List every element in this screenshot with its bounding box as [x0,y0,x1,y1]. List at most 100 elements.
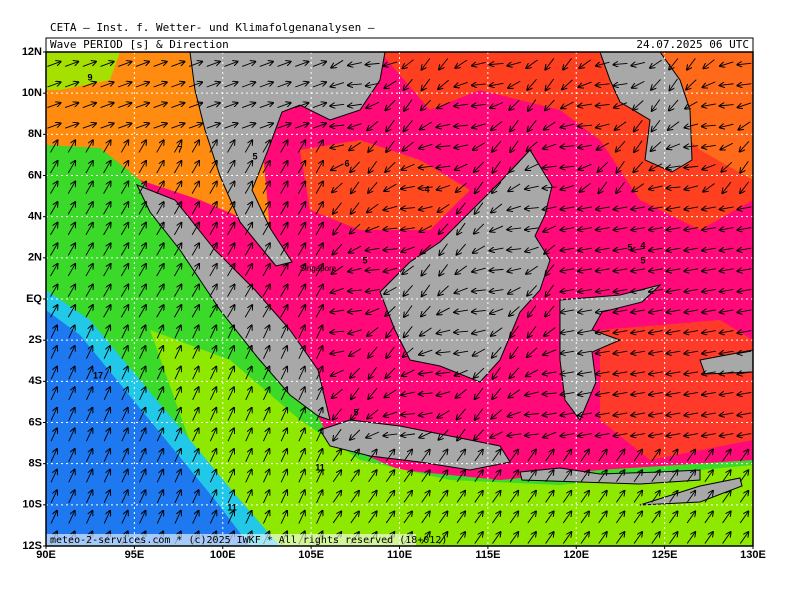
direction-arrow [509,306,520,316]
direction-arrow [509,532,518,544]
direction-arrow [85,202,93,215]
direction-arrow [740,181,749,193]
direction-arrow [598,532,607,544]
direction-arrow [720,228,734,230]
direction-arrow [156,511,163,524]
direction-arrow [315,243,323,256]
direction-arrow [139,346,146,359]
direction-arrow [649,186,663,189]
direction-arrow [171,123,184,129]
direction-arrow [384,389,397,397]
direction-arrow [241,82,255,88]
direction-arrow [667,372,681,374]
direction-arrow [103,182,111,194]
direction-arrow [192,428,199,442]
direction-arrow [651,532,660,544]
direction-arrow [702,81,716,87]
direction-arrow [67,223,75,236]
direction-arrow [737,248,752,250]
direction-arrow [474,367,485,378]
direction-arrow [687,58,696,69]
direction-arrow [330,104,345,106]
direction-arrow [473,245,486,253]
lon-label: 100E [210,549,236,561]
lat-label: 4S [29,375,42,387]
direction-arrow [262,285,270,297]
direction-arrow [510,119,519,131]
direction-arrow [702,228,716,230]
lat-label: 6S [29,416,42,428]
direction-arrow [384,411,398,416]
direction-arrow [634,140,643,152]
direction-arrow [316,367,323,380]
direction-arrow [227,305,235,318]
direction-arrow [188,62,202,67]
direction-arrow [386,325,395,337]
direction-arrow [315,140,323,153]
direction-arrow [631,62,646,65]
direction-arrow [454,351,469,353]
direction-arrow [366,431,380,438]
lon-label: 115E [475,549,500,561]
direction-arrow [280,202,288,215]
direction-arrow [492,387,502,399]
direction-arrow [171,82,184,88]
direction-arrow [684,351,699,353]
direction-arrow [527,141,538,151]
direction-arrow [421,264,431,275]
direction-arrow [385,99,396,110]
direction-arrow [188,103,202,109]
direction-arrow [596,351,610,353]
direction-arrow [156,470,163,483]
direction-arrow [596,310,610,312]
direction-arrow [263,428,269,442]
direction-arrow [64,103,78,109]
direction-arrow [578,104,592,106]
direction-arrow [472,310,486,311]
direction-arrow [402,369,415,376]
direction-arrow [312,103,326,109]
direction-arrow [350,367,361,378]
direction-arrow [419,431,433,438]
direction-arrow [174,140,181,153]
direction-arrow [739,532,748,544]
direction-arrow [139,511,146,524]
direction-arrow [616,181,626,193]
product-title: Wave PERIOD [s] & Direction [50,38,229,51]
direction-arrow [436,352,451,353]
direction-arrow [580,450,589,462]
direction-arrow [348,84,362,85]
direction-arrow [227,264,235,277]
direction-arrow [702,104,716,107]
direction-arrow [492,181,502,193]
direction-arrow [490,431,503,438]
direction-arrow [684,146,699,148]
direction-arrow [419,349,433,355]
direction-arrow [384,286,397,294]
direction-arrow [545,511,554,524]
direction-arrow [188,123,202,129]
direction-arrow [649,372,663,374]
direction-arrow [295,82,308,88]
direction-arrow [209,285,217,297]
direction-arrow [437,391,451,396]
lat-label: 12N [22,46,42,58]
direction-arrow [315,305,323,318]
direction-arrow [614,392,628,394]
direction-arrow [263,387,269,401]
direction-arrow [649,413,663,415]
direction-arrow [103,243,111,256]
direction-arrow [259,123,273,129]
direction-arrow [510,346,519,358]
direction-arrow [174,325,181,339]
direction-arrow [562,532,571,544]
direction-arrow [401,228,415,230]
direction-arrow [224,123,237,129]
direction-arrow [295,62,308,67]
direction-arrow [403,141,414,151]
direction-arrow [474,223,485,234]
direction-arrow [64,82,78,88]
direction-arrow [85,285,93,297]
direction-arrow [473,142,486,150]
direction-arrow [596,228,610,230]
